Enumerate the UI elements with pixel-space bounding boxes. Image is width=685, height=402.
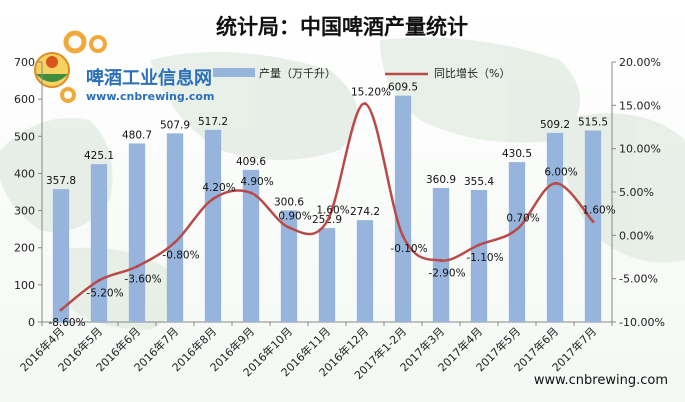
growth-value-label: 1.60% (582, 204, 615, 216)
growth-point (401, 234, 405, 238)
growth-value-label: -8.60% (48, 317, 85, 329)
bar (546, 132, 564, 322)
growth-point (515, 227, 519, 231)
watermark: www.cnbrewing.com (534, 373, 668, 388)
bar (204, 129, 222, 322)
growth-value-label: 15.20% (351, 87, 391, 99)
bar-value-label: 360.9 (426, 174, 456, 186)
legend-line-label: 同比增长（%） (434, 66, 510, 80)
y-right-tick-label: -10.00% (619, 316, 665, 329)
growth-value-label: 1.60% (316, 204, 349, 216)
growth-point (97, 278, 101, 282)
logo-name: 啤酒工业信息网 (86, 67, 212, 89)
y-left-tick-label: 400 (14, 167, 35, 180)
legend-bar-label: 产量（万千升） (259, 66, 336, 80)
bar-value-label: 507.9 (160, 119, 190, 131)
y-right-tick-label: 20.00% (619, 56, 661, 69)
y-left-tick-label: 700 (14, 56, 35, 69)
logo: 啤酒工业信息网 www.cnbrewing.com (34, 30, 214, 103)
bar (508, 162, 526, 322)
growth-value-label: 4.20% (202, 182, 235, 194)
growth-line (60, 102, 594, 311)
bar (318, 228, 336, 322)
growth-value-label: -1.10% (466, 252, 503, 264)
bar-value-label: 509.2 (540, 119, 570, 131)
bar (128, 143, 146, 322)
bar (242, 169, 260, 322)
growth-point (249, 191, 253, 195)
growth-point (135, 265, 139, 269)
growth-value-label: -5.20% (86, 287, 123, 299)
y-left-tick-label: 600 (14, 93, 35, 106)
growth-point (287, 226, 291, 230)
y-right-tick-label: 5.00% (619, 186, 654, 199)
bar (470, 189, 488, 322)
y-left-tick-label: 100 (14, 279, 35, 292)
bar-value-label: 300.6 (274, 196, 304, 208)
growth-value-label: -0.10% (390, 243, 427, 255)
growth-value-label: 0.70% (506, 212, 539, 224)
bar (166, 133, 184, 322)
growth-value-label: 0.90% (278, 211, 311, 223)
bar-value-label: 515.5 (578, 117, 608, 129)
bar (394, 95, 412, 322)
growth-point (363, 102, 367, 106)
bar-value-label: 425.1 (84, 150, 114, 162)
bar-value-label: 355.4 (464, 176, 494, 188)
growth-value-label: 4.90% (240, 176, 273, 188)
growth-point (173, 240, 177, 244)
growth-point (553, 181, 557, 185)
y-left-tick-label: 0 (28, 316, 35, 329)
y-left-tick-label: 200 (14, 242, 35, 255)
bar (280, 210, 298, 322)
y-right-tick-label: 15.00% (619, 99, 661, 112)
logo-url: www.cnbrewing.com (86, 90, 214, 103)
growth-point (211, 197, 215, 201)
y-right-tick-label: 0.00% (619, 229, 654, 242)
growth-point (477, 243, 481, 247)
growth-value-label: 6.00% (544, 166, 577, 178)
bar-value-label: 517.2 (198, 116, 228, 128)
bar (432, 187, 450, 322)
growth-point (325, 219, 329, 223)
y-left-tick-label: 300 (14, 205, 35, 218)
bar-value-label: 409.6 (236, 156, 266, 168)
legend: 产量（万千升） 同比增长（%） (213, 66, 510, 80)
growth-value-label: -2.90% (428, 267, 465, 279)
bar-value-label: 357.8 (46, 175, 76, 187)
legend-bar-swatch (213, 68, 255, 77)
y-left-tick-label: 500 (14, 130, 35, 143)
bar (584, 130, 602, 322)
bar-value-label: 274.2 (350, 206, 380, 218)
growth-point (59, 308, 63, 312)
bar-value-label: 609.5 (388, 82, 418, 94)
y-right-tick-label: 10.00% (619, 143, 661, 156)
bar-value-label: 430.5 (502, 148, 532, 160)
bar (356, 220, 374, 322)
growth-value-label: -3.60% (124, 274, 161, 286)
growth-point (439, 258, 443, 262)
growth-point (591, 219, 595, 223)
bar-value-label: 480.7 (122, 129, 152, 141)
chart-title: 统计局：中国啤酒产量统计 (216, 14, 468, 39)
y-right-tick-label: -5.00% (619, 273, 658, 286)
growth-value-label: -0.80% (162, 249, 199, 261)
bar (52, 189, 70, 322)
